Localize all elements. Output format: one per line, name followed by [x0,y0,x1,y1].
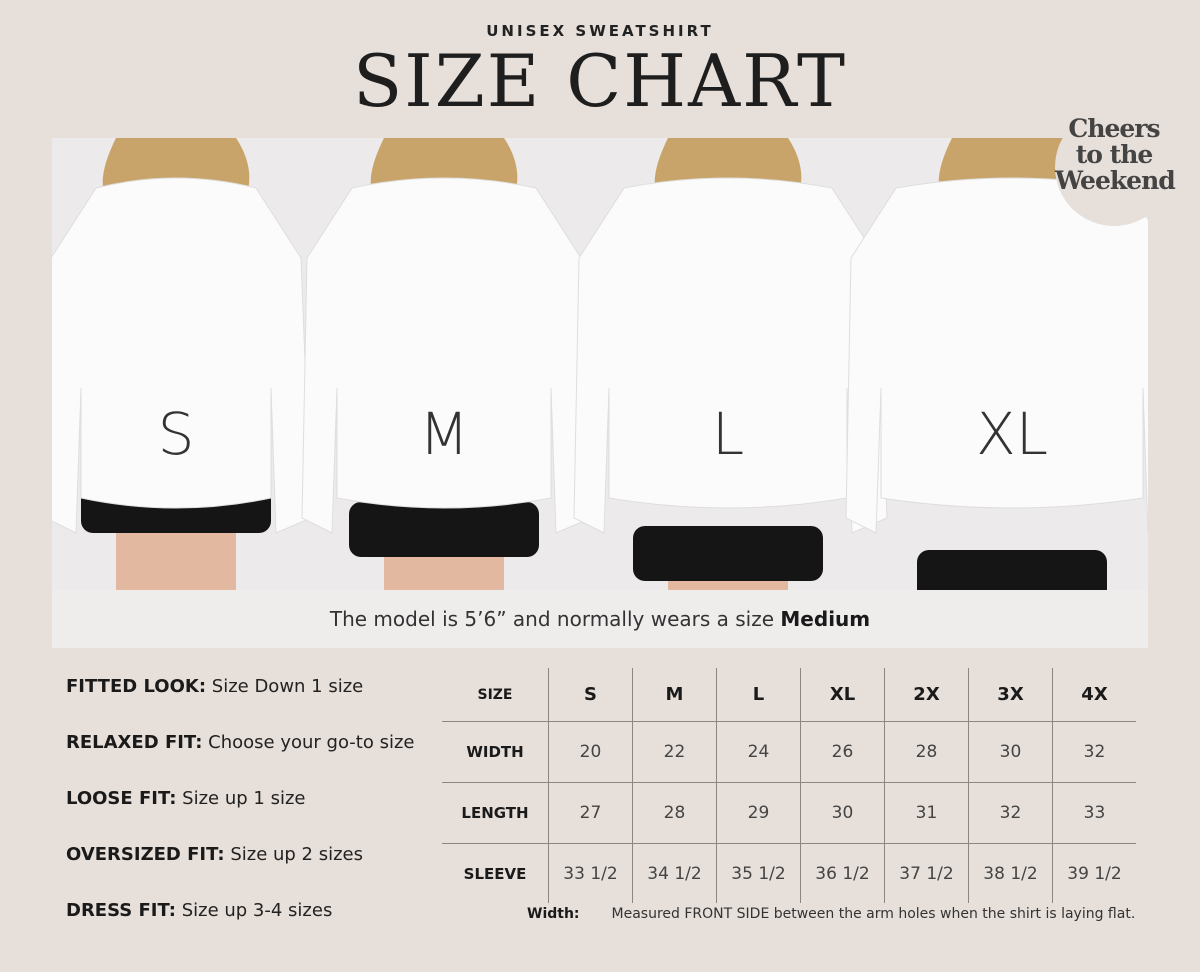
fit-item: RELAXED FIT: Choose your go-to size [66,732,415,753]
fit-item: LOOSE FIT: Size up 1 size [66,788,306,809]
fit-guide: FITTED LOOK: Size Down 1 size RELAXED FI… [66,676,415,956]
size-table: SIZE S M L XL 2X 3X 4X WIDTH 20 22 24 26 28 30 32 LENG… [442,668,1136,903]
subtitle: UNISEX SWEATSHIRT [486,22,714,40]
sweatshirt [301,177,592,534]
model-figures [52,138,1148,590]
shorts [349,502,539,557]
size-label-m: M [418,400,470,468]
fit-item: DRESS FIT: Size up 3-4 sizes [66,900,333,921]
table-row: WIDTH 20 22 24 26 28 30 32 [442,721,1136,783]
shorts [633,526,823,581]
width-note: Width: Measured FRONT SIDE between the ar… [527,906,1136,922]
table-row: SLEEVE 33 1/2 34 1/2 35 1/2 36 1/2 37 1/2 38 1… [442,843,1136,903]
page-title: SIZE CHART [352,39,848,123]
fit-item: OVERSIZED FIT: Size up 2 sizes [66,844,364,865]
size-label-s: S [157,400,195,468]
size-label-l: L [711,400,745,468]
brand-logo: Cheers to the Weekend [1055,108,1176,226]
shorts [917,550,1107,590]
fit-item: FITTED LOOK: Size Down 1 size [66,676,364,697]
size-label-xl: XL [975,400,1049,468]
table-header-row: SIZE S M L XL 2X 3X 4X [442,668,1136,722]
sweatshirt [845,177,1148,534]
sweatshirt [573,177,888,534]
sweatshirt [52,177,312,534]
table-row: LENGTH 27 28 29 30 31 32 33 [442,782,1136,844]
model-caption: The model is 5’6” and normally wears a s… [52,590,1148,648]
model-photo: S M L XL [52,138,1148,590]
